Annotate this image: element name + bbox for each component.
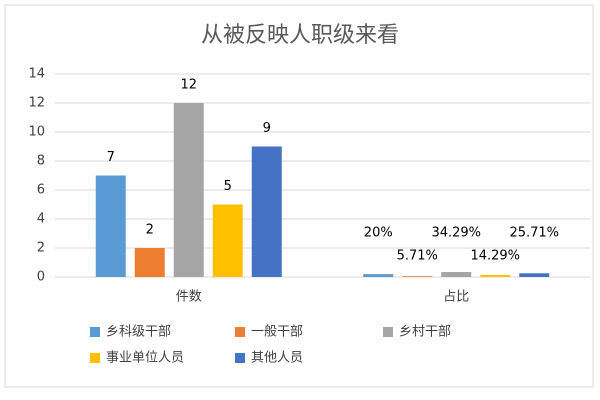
x-tick-label: 占比 — [443, 290, 469, 305]
legend-swatch — [90, 327, 100, 337]
data-label: 25.71% — [509, 226, 559, 241]
y-tick-label: 4 — [37, 212, 45, 227]
data-label: 12 — [180, 78, 197, 93]
legend-label: 其他人员 — [251, 351, 303, 366]
bar — [173, 103, 204, 277]
y-tick-label: 12 — [28, 96, 45, 111]
data-label: 14.29% — [470, 249, 520, 264]
bar — [363, 274, 394, 277]
data-label: 2 — [146, 223, 154, 238]
data-label: 5 — [224, 179, 232, 194]
y-tick-label: 8 — [37, 154, 45, 169]
legend-label: 乡村干部 — [399, 325, 451, 340]
legend-swatch — [235, 327, 245, 337]
y-tick-label: 10 — [28, 125, 45, 140]
bar — [480, 274, 511, 277]
legend-swatch — [383, 327, 393, 337]
bar — [251, 146, 282, 277]
bar — [134, 248, 165, 277]
legend-label: 乡科级干部 — [106, 325, 171, 340]
data-label: 34.29% — [431, 226, 481, 241]
data-label: 9 — [263, 121, 271, 136]
y-tick-label: 2 — [37, 241, 45, 256]
bar — [95, 175, 126, 277]
y-tick-label: 6 — [37, 183, 45, 198]
legend-label: 一般干部 — [251, 324, 303, 340]
bar — [441, 272, 472, 277]
bar — [519, 273, 550, 277]
y-tick-label: 0 — [37, 270, 45, 285]
chart-title: 从被反映人职级来看 — [201, 23, 399, 48]
data-label: 7 — [107, 150, 115, 165]
data-label: 20% — [364, 226, 393, 241]
y-tick-label: 14 — [28, 67, 45, 82]
data-label: 5.71% — [397, 249, 438, 264]
legend-swatch — [235, 353, 245, 363]
bar — [212, 204, 243, 277]
legend-swatch — [90, 353, 100, 363]
bar — [402, 276, 433, 277]
legend-label: 事业单位人员 — [106, 351, 184, 366]
x-tick-label: 件数 — [176, 290, 202, 305]
